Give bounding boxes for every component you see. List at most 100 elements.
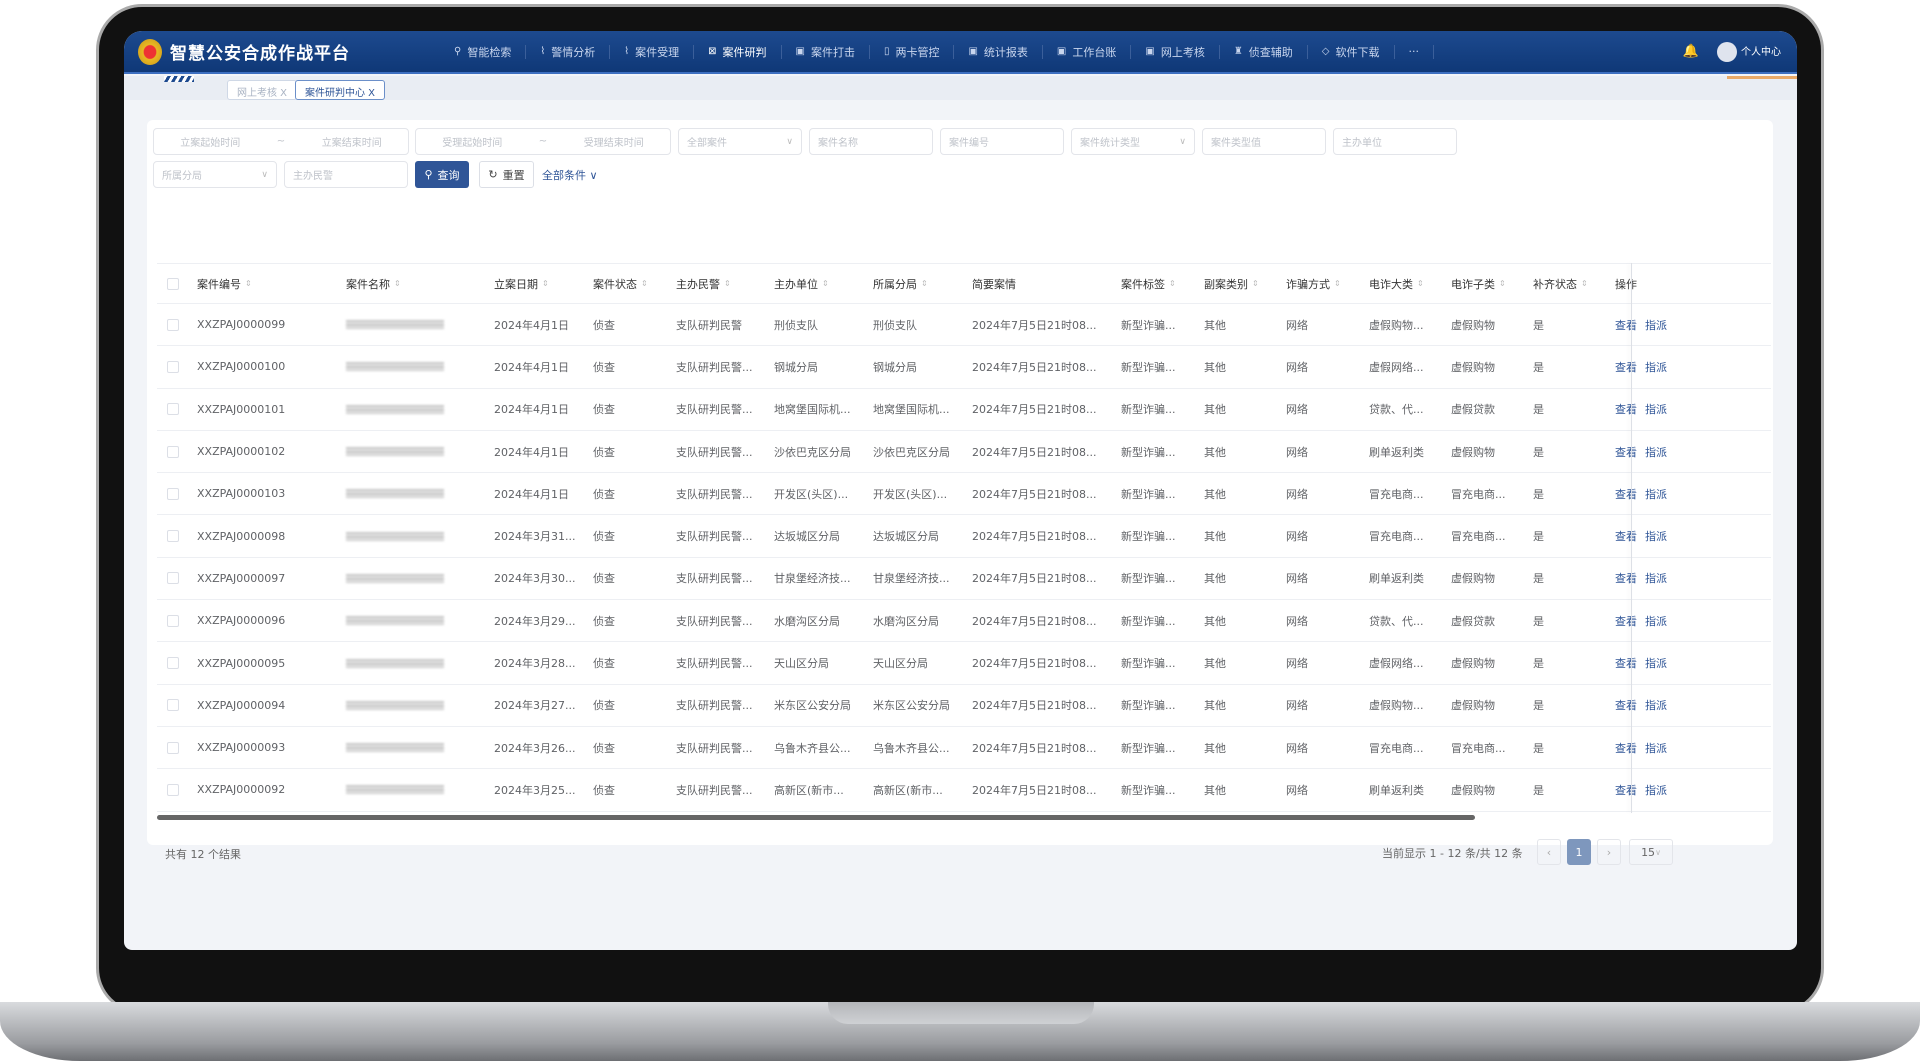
assign-link[interactable]: 指派 — [1645, 572, 1667, 586]
view-link[interactable]: 查看 — [1615, 783, 1637, 797]
table-row[interactable]: XXZPAJ0000096 2024年3月29... 侦查 支队研判民警... 水磨沟区… — [157, 600, 1771, 643]
page-size-select[interactable]: 15 ∨ — [1629, 839, 1673, 865]
table-row[interactable]: XXZPAJ0000101 2024年4月1日 侦查 支队研判民警... 地窝堡国际机.… — [157, 389, 1771, 431]
view-link[interactable]: 查看 — [1615, 614, 1637, 628]
column-header[interactable]: 主办民警 ⇕ — [676, 264, 731, 303]
view-link[interactable]: 查看 — [1615, 572, 1637, 586]
column-header[interactable]: 案件编号 ⇕ — [197, 264, 252, 303]
row-select-cell[interactable] — [167, 516, 179, 557]
row-checkbox[interactable] — [167, 614, 179, 627]
menu-item[interactable]: ♜ 侦查辅助 — [1220, 44, 1308, 59]
query-button[interactable]: ⚲ 查询 — [415, 161, 469, 188]
row-select-cell[interactable] — [167, 558, 179, 599]
table-row[interactable]: XXZPAJ0000092 2024年3月25... 侦查 支队研判民警... 高新区(… — [157, 769, 1771, 812]
menu-item[interactable]: ▣ 网上考核 — [1131, 44, 1220, 59]
row-checkbox[interactable] — [167, 783, 179, 796]
menu-item[interactable]: ⊠ 案件研判 — [694, 44, 782, 59]
assign-link[interactable]: 指派 — [1645, 783, 1667, 797]
row-checkbox[interactable] — [167, 741, 179, 754]
sort-icon[interactable]: ⇕ — [1252, 279, 1259, 288]
accept-date-range[interactable]: 受理起始时间 ~ 受理结束时间 — [415, 128, 671, 155]
row-checkbox[interactable] — [167, 657, 179, 670]
type-value-input[interactable]: 案件类型值 — [1202, 128, 1326, 155]
officer-input[interactable]: 主办民警 — [284, 161, 408, 188]
row-checkbox[interactable] — [167, 572, 179, 585]
column-header[interactable]: 所属分局 ⇕ — [873, 264, 928, 303]
row-checkbox[interactable] — [167, 699, 179, 712]
column-header[interactable]: 简要案情 — [972, 264, 1016, 303]
assign-link[interactable]: 指派 — [1645, 614, 1667, 628]
select-all-checkbox[interactable] — [167, 277, 179, 290]
menu-item[interactable]: ◇ 软件下载 — [1308, 44, 1395, 59]
view-link[interactable]: 查看 — [1615, 318, 1637, 332]
prev-page-button[interactable]: ‹ — [1537, 839, 1561, 865]
sort-icon[interactable]: ⇕ — [1169, 279, 1176, 288]
sort-icon[interactable]: ⇕ — [1417, 279, 1424, 288]
column-header[interactable]: 案件名称 ⇕ — [346, 264, 401, 303]
row-select-cell[interactable] — [167, 769, 179, 810]
menu-item[interactable]: ▣ 统计报表 — [954, 44, 1043, 59]
page-1-button[interactable]: 1 — [1567, 839, 1591, 865]
column-header[interactable]: 案件标签 ⇕ — [1121, 264, 1176, 303]
row-select-cell[interactable] — [167, 642, 179, 683]
logo[interactable]: 智慧公安合成作战平台 — [138, 38, 428, 65]
horizontal-scrollbar[interactable] — [157, 815, 1475, 820]
column-header[interactable]: 电诈子类 ⇕ — [1451, 264, 1506, 303]
table-row[interactable]: XXZPAJ0000099 2024年4月1日 侦查 支队研判民警 刑侦支队 刑侦支队 20… — [157, 304, 1771, 347]
next-page-button[interactable]: › — [1597, 839, 1621, 865]
assign-link[interactable]: 指派 — [1645, 445, 1667, 459]
row-select-cell[interactable] — [167, 600, 179, 641]
assign-link[interactable]: 指派 — [1645, 530, 1667, 544]
assign-link[interactable]: 指派 — [1645, 657, 1667, 671]
row-select-cell[interactable] — [167, 431, 179, 472]
sort-icon[interactable]: ⇕ — [542, 279, 549, 288]
sort-icon[interactable]: ⇕ — [394, 279, 401, 288]
sort-icon[interactable]: ⇕ — [1499, 279, 1506, 288]
menu-item[interactable]: ⌇ 案件受理 — [610, 44, 695, 59]
assign-link[interactable]: 指派 — [1645, 487, 1667, 501]
column-header[interactable]: 案件状态 ⇕ — [593, 264, 648, 303]
row-checkbox[interactable] — [167, 360, 179, 373]
view-link[interactable]: 查看 — [1615, 487, 1637, 501]
sort-icon[interactable]: ⇕ — [822, 279, 829, 288]
menu-item[interactable]: ··· — [1395, 44, 1434, 59]
bell-icon[interactable]: 🔔 — [1682, 44, 1699, 59]
row-select-cell[interactable] — [167, 685, 179, 726]
view-link[interactable]: 查看 — [1615, 699, 1637, 713]
tab-case-analysis-center[interactable]: 案件研判中心 X — [295, 80, 386, 100]
view-link[interactable]: 查看 — [1615, 741, 1637, 755]
branch-select[interactable]: 所属分局 ∨ — [153, 161, 277, 188]
assign-link[interactable]: 指派 — [1645, 360, 1667, 374]
sort-icon[interactable]: ⇕ — [245, 279, 252, 288]
view-link[interactable]: 查看 — [1615, 445, 1637, 459]
table-row[interactable]: XXZPAJ0000103 2024年4月1日 侦查 支队研判民警... 开发区(头区)… — [157, 473, 1771, 516]
assign-link[interactable]: 指派 — [1645, 403, 1667, 417]
column-header[interactable]: 主办单位 ⇕ — [774, 264, 829, 303]
row-select-cell[interactable] — [167, 727, 179, 768]
table-row[interactable]: XXZPAJ0000100 2024年4月1日 侦查 支队研判民警... 钢城分局 钢城分… — [157, 346, 1771, 389]
row-select-cell[interactable] — [167, 346, 179, 387]
row-checkbox[interactable] — [167, 403, 179, 416]
case-name-input[interactable]: 案件名称 — [809, 128, 933, 155]
sort-icon[interactable]: ⇕ — [724, 279, 731, 288]
sort-icon[interactable]: ⇕ — [1334, 279, 1341, 288]
table-row[interactable]: XXZPAJ0000097 2024年3月30... 侦查 支队研判民警... 甘泉堡经… — [157, 558, 1771, 601]
sort-icon[interactable]: ⇕ — [1581, 279, 1588, 288]
column-header[interactable]: 副案类别 ⇕ — [1204, 264, 1259, 303]
row-checkbox[interactable] — [167, 445, 179, 458]
table-row[interactable]: XXZPAJ0000094 2024年3月27... 侦查 支队研判民警... 米东区公… — [157, 685, 1771, 727]
menu-item[interactable]: ▣ 案件打击 — [782, 44, 870, 59]
view-link[interactable]: 查看 — [1615, 530, 1637, 544]
row-select-cell[interactable] — [167, 389, 179, 430]
case-no-input[interactable]: 案件编号 — [940, 128, 1064, 155]
row-checkbox[interactable] — [167, 318, 179, 331]
column-header[interactable]: 立案日期 ⇕ — [494, 264, 549, 303]
assign-link[interactable]: 指派 — [1645, 699, 1667, 713]
sort-icon[interactable]: ⇕ — [641, 279, 648, 288]
row-select-cell[interactable] — [167, 304, 179, 345]
stat-type-select[interactable]: 案件统计类型 ∨ — [1071, 128, 1195, 155]
menu-item[interactable]: ⚲ 智能检索 — [440, 44, 527, 59]
tab-online-assessment[interactable]: 网上考核 X — [227, 80, 298, 100]
all-cases-select[interactable]: 全部案件 ∨ — [678, 128, 802, 155]
menu-item[interactable]: ▣ 工作台账 — [1043, 44, 1132, 59]
